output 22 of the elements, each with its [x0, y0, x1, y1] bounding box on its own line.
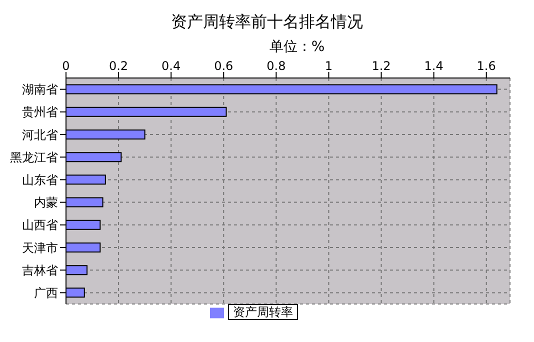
y-tick-label: 黑龙江省: [10, 150, 58, 164]
y-tick-label: 贵州省: [22, 105, 58, 120]
x-tick-label: 0: [62, 59, 70, 73]
x-tick-label: 1.2: [372, 59, 391, 73]
y-tick-label: 内蒙: [34, 196, 58, 210]
y-tick-label: 河北省: [22, 128, 58, 142]
x-tick-label: 0.8: [266, 59, 286, 73]
x-tick-label: 0.6: [214, 59, 234, 73]
legend-label: 资产周转率: [228, 304, 298, 320]
x-tick-label: 0.4: [162, 59, 181, 73]
x-tick-label: 1.4: [424, 59, 444, 73]
chart-title: 资产周转率前十名排名情况: [170, 12, 364, 33]
y-tick-label: 吉林省: [22, 263, 58, 278]
y-tick-label: 天津市: [22, 240, 58, 255]
y-tick-label: 山东省: [22, 172, 58, 187]
x-tick-label: 0.2: [109, 59, 128, 73]
y-tick-label: 湖南省: [22, 82, 58, 97]
x-tick-label: 1: [324, 59, 333, 73]
x-tick-label: 1.6: [476, 59, 496, 73]
x-axis-title: 单位：%: [268, 38, 326, 56]
y-tick-label: 广西: [34, 286, 58, 300]
y-tick-label: 山西省: [22, 218, 58, 232]
